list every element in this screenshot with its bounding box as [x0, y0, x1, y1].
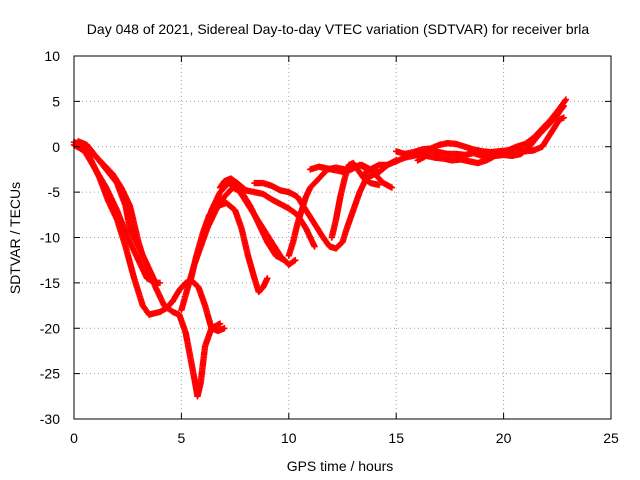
- x-tick-label: 0: [70, 430, 78, 446]
- data-point: [560, 102, 567, 110]
- data-point: [388, 184, 396, 191]
- data-point: [559, 103, 567, 111]
- x-tick-label: 20: [496, 430, 512, 446]
- data-point: [292, 256, 299, 264]
- tick-labels: 0 5 10 15 20 25 -30 -25 -20 -15 -10 -5 0 5 10: [40, 48, 619, 446]
- y-tick-label: 10: [44, 48, 60, 64]
- x-tick-label: 25: [603, 430, 619, 446]
- x-axis-label: GPS time / hours: [287, 458, 394, 474]
- x-tick-label: 10: [281, 430, 297, 446]
- y-tick-label: -10: [40, 230, 60, 246]
- x-tick-label: 5: [178, 430, 186, 446]
- data-points: [70, 96, 570, 400]
- chart-title: Day 048 of 2021, Sidereal Day-to-day VTE…: [87, 21, 590, 37]
- axes-ticks: [73, 55, 612, 420]
- y-axis-label: SDTVAR / TECUs: [7, 182, 23, 294]
- y-tick-label: -30: [40, 411, 60, 427]
- y-tick-label: -15: [40, 275, 60, 291]
- data-point: [290, 257, 298, 265]
- x-tick-label: 15: [388, 430, 404, 446]
- y-tick-label: -20: [40, 320, 60, 336]
- data-point: [560, 114, 567, 121]
- data-point: [152, 279, 159, 287]
- data-point: [221, 325, 228, 332]
- data-point: [264, 275, 271, 282]
- data-point: [375, 181, 383, 189]
- y-tick-label: 0: [52, 139, 60, 155]
- data-point: [216, 320, 224, 327]
- data-point: [562, 96, 570, 103]
- data-point: [311, 243, 318, 250]
- data-point: [561, 97, 569, 105]
- y-tick-label: -25: [40, 366, 60, 382]
- y-tick-label: 5: [52, 93, 60, 109]
- y-tick-label: -5: [48, 184, 61, 200]
